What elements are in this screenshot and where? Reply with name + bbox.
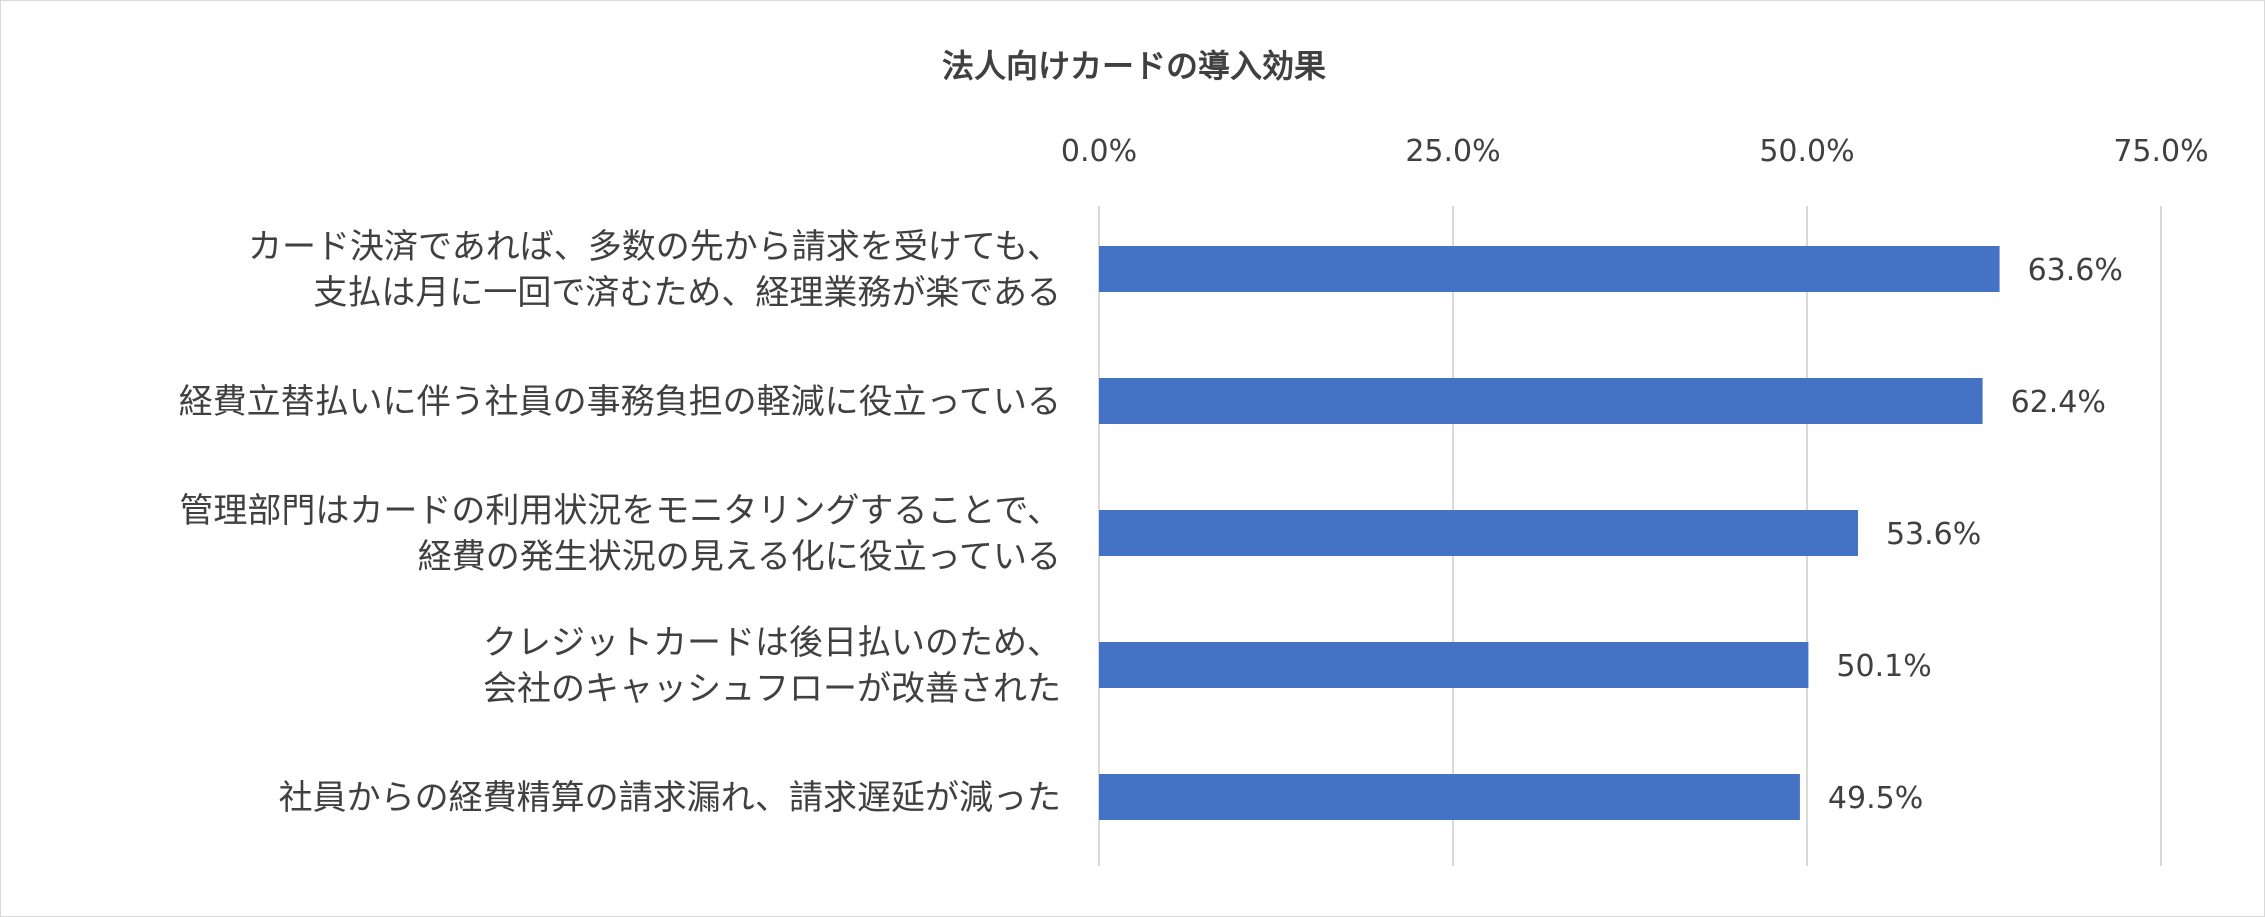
bars bbox=[1099, 246, 2000, 820]
category-label: 社員からの経費精算の請求漏れ、請求遅延が減った bbox=[279, 778, 1061, 818]
x-axis-tick-labels: 0.0% 25.0% 50.0% 75.0% bbox=[1061, 134, 2209, 169]
value-label: 53.6% bbox=[1886, 517, 1981, 552]
value-labels: 63.6% 62.4% 53.6% 50.1% 49.5% bbox=[1828, 253, 2123, 816]
value-label: 50.1% bbox=[1836, 649, 1931, 684]
category-label: カード決済であれば、多数の先から請求を受けても、 bbox=[248, 227, 1061, 267]
bar bbox=[1099, 246, 2000, 292]
value-label: 62.4% bbox=[2011, 385, 2106, 420]
bar bbox=[1099, 510, 1858, 556]
category-label: 経費立替払いに伴う社員の事務負担の軽減に役立っている bbox=[179, 382, 1061, 422]
category-label: 支払は月に一回で済むため、経理業務が楽である bbox=[313, 273, 1061, 313]
x-tick-label: 0.0% bbox=[1061, 134, 1137, 169]
category-label: クレジットカードは後日払いのため、 bbox=[483, 623, 1061, 663]
category-label: 経費の発生状況の見える化に役立っている bbox=[418, 537, 1061, 577]
value-label: 63.6% bbox=[2028, 253, 2123, 288]
x-tick-label: 50.0% bbox=[1759, 134, 1854, 169]
x-tick-label: 75.0% bbox=[2113, 134, 2208, 169]
chart-title: 法人向けカードの導入効果 bbox=[942, 47, 1326, 85]
bar bbox=[1099, 378, 1983, 424]
bar bbox=[1099, 642, 1809, 688]
category-labels: カード決済であれば、多数の先から請求を受けても、支払は月に一回で済むため、経理業… bbox=[179, 227, 1061, 818]
x-tick-label: 25.0% bbox=[1405, 134, 1500, 169]
value-label: 49.5% bbox=[1828, 781, 1923, 816]
category-label: 管理部門はカードの利用状況をモニタリングすることで、 bbox=[179, 491, 1061, 531]
bar bbox=[1099, 774, 1800, 820]
category-label: 会社のキャッシュフローが改善された bbox=[483, 669, 1061, 709]
